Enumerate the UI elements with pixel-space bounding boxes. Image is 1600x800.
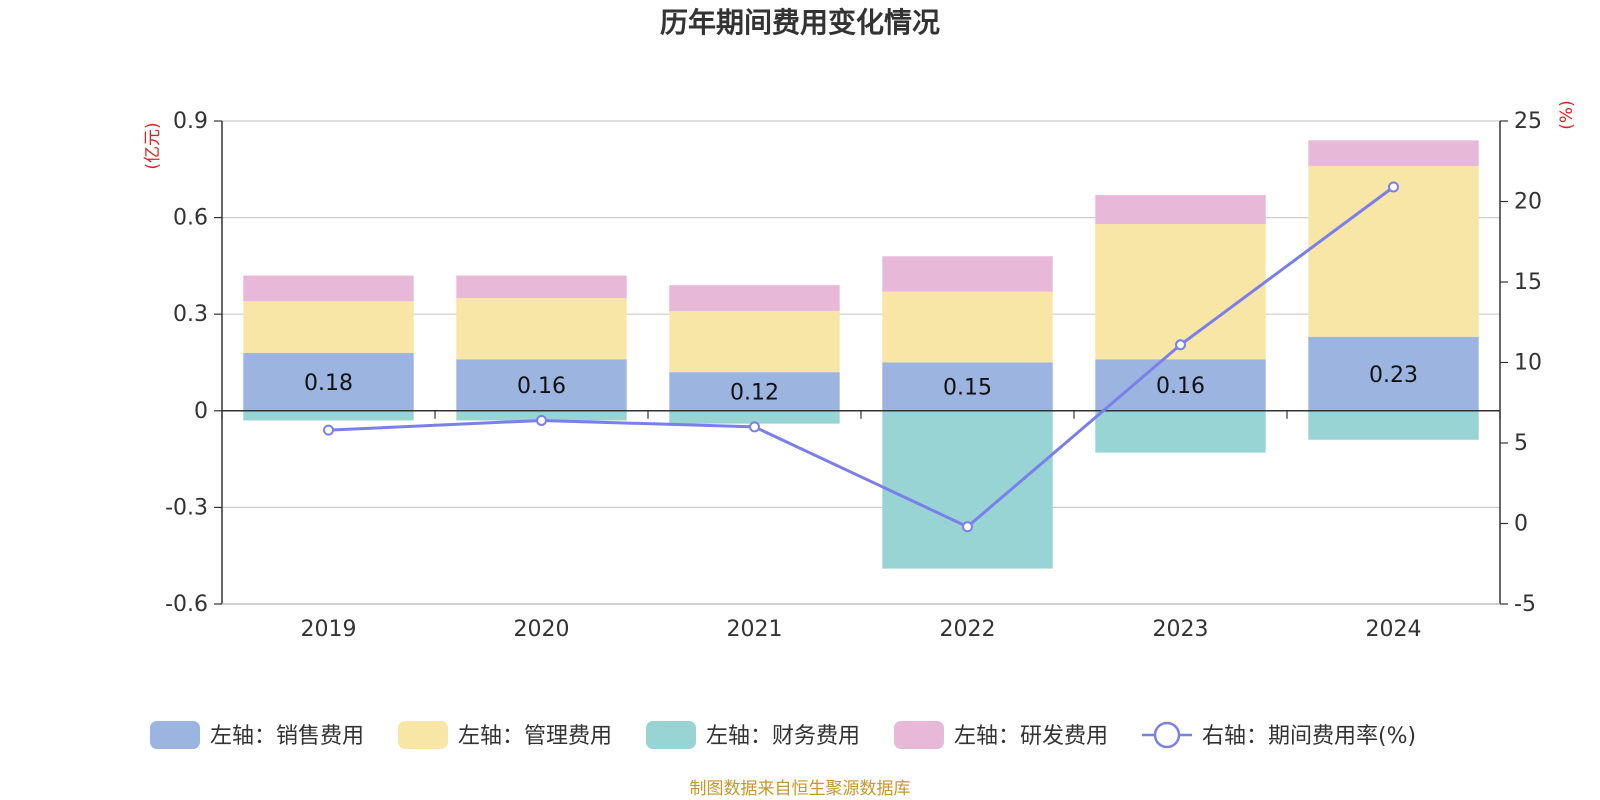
right-axis-tick-label: -5 <box>1514 592 1536 617</box>
x-axis-label: 2020 <box>514 617 570 642</box>
rate-point <box>749 421 760 433</box>
left-axis-tick-label: -0.6 <box>165 592 208 617</box>
bar-2019-series-0 <box>243 352 414 411</box>
bar-2019-series-2 <box>243 410 414 421</box>
right-axis-tick-label: 15 <box>1514 270 1542 295</box>
chart-title: 历年期间费用变化情况 <box>660 6 940 39</box>
bar-2024-series-2 <box>1308 410 1479 440</box>
bar-2019-series-1 <box>243 301 414 353</box>
legend-swatch <box>398 721 448 749</box>
bar-value-label: 0.15 <box>943 376 992 401</box>
legend-swatch <box>150 721 200 749</box>
bar-2023-series-2 <box>1095 410 1266 453</box>
legend-swatch <box>894 721 944 749</box>
bar-2021-series-0 <box>669 372 840 411</box>
legend-marker <box>1153 721 1181 749</box>
right-axis-tick-label: 10 <box>1514 351 1542 376</box>
bar-2021-series-3 <box>669 285 840 311</box>
bar-2023-series-3 <box>1095 195 1266 225</box>
legend-label: 左轴：销售费用 <box>210 724 364 749</box>
legend-label: 左轴：管理费用 <box>458 724 612 749</box>
right-axis-unit: (%) <box>1557 100 1577 129</box>
bar-2021-series-2 <box>669 410 840 424</box>
bar-2020-series-1 <box>456 298 627 360</box>
x-axis-label: 2021 <box>727 617 783 642</box>
bar-2022-series-2 <box>882 410 1053 569</box>
rate-point <box>1388 181 1399 193</box>
bar-value-label: 0.16 <box>1156 374 1205 399</box>
rate-point <box>962 521 973 533</box>
x-axis-label: 2019 <box>301 617 357 642</box>
left-axis-unit: (亿元) <box>143 122 163 169</box>
legend-swatch <box>646 721 696 749</box>
bar-2020-series-3 <box>456 275 627 299</box>
bar-value-label: 0.16 <box>517 374 566 399</box>
right-axis-tick-label: 25 <box>1514 109 1542 134</box>
bar-value-label: 0.18 <box>304 371 353 396</box>
bar-labels: 0.18 0.16 0.12 0.15 0.16 0.23 <box>304 363 1418 406</box>
x-axis-label: 2022 <box>940 617 996 642</box>
bar-2024-series-3 <box>1308 140 1479 167</box>
left-axis-tick-label: -0.3 <box>165 495 208 520</box>
rate-point <box>1175 339 1186 351</box>
legend-label: 左轴：研发费用 <box>954 724 1108 749</box>
rate-line <box>323 181 1399 533</box>
right-axis-tick-label: 0 <box>1514 512 1528 537</box>
bar-value-label: 0.23 <box>1369 363 1418 388</box>
left-axis-tick-label: 0 <box>194 399 208 424</box>
legend: 左轴：销售费用 左轴：管理费用 左轴：财务费用 左轴：研发费用 右轴：期间费用率(%) <box>150 721 1416 749</box>
left-axis-tick-label: 0.6 <box>173 206 208 231</box>
right-axis-tick-label: 5 <box>1514 431 1528 456</box>
left-axis-tick-label: 0.9 <box>173 109 208 134</box>
legend-label: 右轴：期间费用率(%) <box>1202 724 1416 749</box>
bar-2022-series-1 <box>882 291 1053 363</box>
axes: 0.9 0.6 0.3 0 -0.3 -0.6 25 20 15 10 5 0 -5 2019 2020 20… <box>165 109 1542 642</box>
bar-2021-series-1 <box>669 310 840 373</box>
rate-point <box>323 424 334 436</box>
bar-2023-series-1 <box>1095 224 1266 360</box>
bar-2023-series-0 <box>1095 359 1266 411</box>
bar-2022-series-3 <box>882 256 1053 292</box>
x-axis-label: 2023 <box>1153 617 1209 642</box>
right-axis-tick-label: 20 <box>1514 190 1542 215</box>
x-axis-label: 2024 <box>1366 617 1422 642</box>
left-axis-tick-label: 0.3 <box>173 302 208 327</box>
legend-label: 左轴：财务费用 <box>706 724 860 749</box>
bar-2020-series-0 <box>456 359 627 411</box>
bar-2024-series-1 <box>1308 166 1479 337</box>
bar-value-label: 0.12 <box>730 380 779 405</box>
data-source: 制图数据来自恒生聚源数据库 <box>690 779 911 799</box>
bars <box>243 140 1479 569</box>
rate-line-path <box>328 185 1395 529</box>
bar-2019-series-3 <box>243 275 414 302</box>
bar-2022-series-0 <box>882 362 1053 411</box>
rate-point <box>536 414 547 426</box>
bar-2024-series-0 <box>1308 336 1479 411</box>
